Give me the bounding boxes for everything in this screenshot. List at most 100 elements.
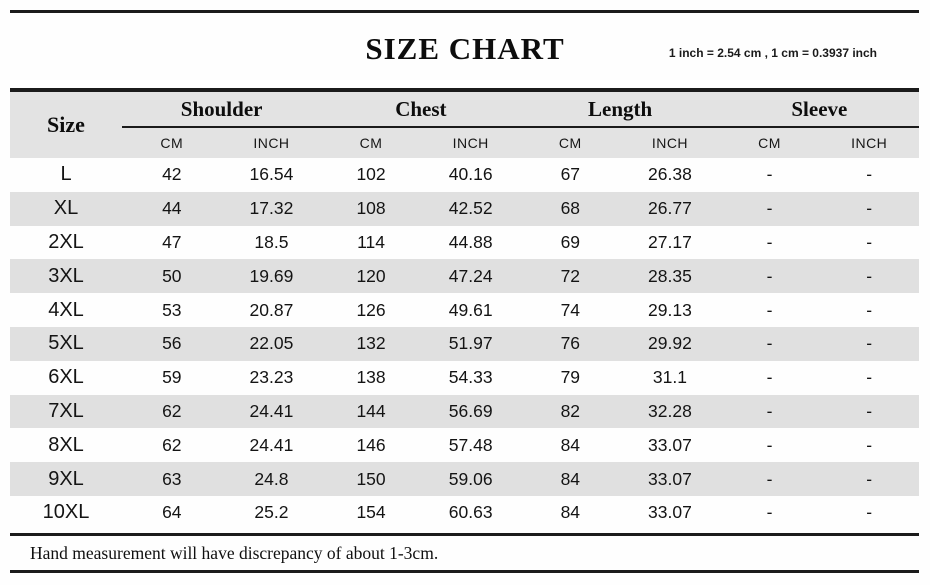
size-table: Size Shoulder Chest Length Sleeve CM INC… <box>10 88 919 530</box>
value-cell: 76 <box>520 326 621 361</box>
value-cell: 26.77 <box>620 191 720 226</box>
value-cell: - <box>819 394 919 429</box>
value-cell: 132 <box>321 326 421 361</box>
value-cell: 56.69 <box>420 394 521 429</box>
footnote-text: Hand measurement will have discrepancy o… <box>30 542 439 563</box>
table-row: 6XL 59 23.23 138 54.33 79 31.1 - - <box>10 361 919 395</box>
value-cell: - <box>766 231 773 252</box>
value-cell: 84 <box>560 502 581 523</box>
size-cell: 5XL <box>10 326 122 361</box>
value-cell: - <box>819 326 919 361</box>
unit-header-row: CM INCH CM INCH CM INCH CM INCH <box>10 127 919 158</box>
value-cell: 53 <box>162 299 182 320</box>
value-cell: 29.13 <box>648 299 692 320</box>
value-cell: 33.07 <box>648 502 692 523</box>
size-table-body: L 42 16.54 102 40.16 67 26.38- - XL 44 17.32 108 42.… <box>10 158 919 530</box>
value-cell: - <box>766 434 773 455</box>
unit-header-sleeve-cm: CM <box>719 127 820 158</box>
value-cell: 79 <box>560 367 581 388</box>
value-cell: 47 <box>162 231 182 252</box>
table-row: 3XL 50 19.69 120 47.24 72 28.35- - <box>10 259 919 294</box>
value-cell: - <box>866 502 873 523</box>
table-row: 9XL 63 24.8 150 59.06 84 33.07- - <box>10 462 919 496</box>
value-cell: 24.41 <box>249 434 294 455</box>
value-cell: - <box>819 462 919 496</box>
size-cell: 4XL <box>48 298 84 321</box>
value-cell: 82 <box>520 394 621 429</box>
size-cell: 10XL <box>42 501 90 524</box>
value-cell: 59 <box>162 367 182 388</box>
value-cell: 138 <box>356 367 386 388</box>
value-cell: 102 <box>356 164 386 185</box>
value-cell: - <box>766 502 773 523</box>
value-cell: 126 <box>356 299 386 320</box>
group-header-row: Size Shoulder Chest Length Sleeve <box>10 90 919 158</box>
top-divider <box>10 10 919 13</box>
value-cell: 67 <box>560 164 581 185</box>
value-cell: 72 <box>520 259 621 294</box>
value-cell: 120 <box>321 259 421 294</box>
table-row: XL 44 17.32 108 42.52 68 26.77- - <box>10 191 919 226</box>
value-cell: 60.63 <box>448 502 493 523</box>
value-cell: - <box>866 299 873 320</box>
table-row: 8XL 62 24.41 146 57.48 84 33.07 - - <box>10 428 919 462</box>
size-cell: L <box>60 163 72 186</box>
value-cell: 146 <box>356 434 386 455</box>
value-cell: 33.07 <box>648 434 692 455</box>
size-cell: 9XL <box>10 462 122 496</box>
size-cell: 2XL <box>48 230 84 253</box>
value-cell: - <box>766 367 773 388</box>
value-cell: 19.69 <box>221 259 322 294</box>
size-cell: 3XL <box>10 259 122 294</box>
value-cell: 40.16 <box>448 164 493 185</box>
value-cell: 32.28 <box>620 394 720 429</box>
value-cell: 42.52 <box>420 191 521 226</box>
table-row: 2XL 47 18.5 114 44.88 69 27.17 - - <box>10 226 919 260</box>
unit-header-length-cm: CM <box>520 127 621 158</box>
table-row: 7XL 62 24.41 144 56.69 82 32.28- - <box>10 394 919 429</box>
value-cell: - <box>866 434 873 455</box>
column-header-length: Length <box>520 90 720 128</box>
value-cell: 56 <box>122 326 222 361</box>
value-cell: 54.33 <box>448 367 493 388</box>
size-cell: 8XL <box>48 433 84 456</box>
value-cell: 23.23 <box>249 367 294 388</box>
unit-header-length-inch: INCH <box>620 127 720 158</box>
table-row: 4XL 53 20.87 126 49.61 74 29.13 - - <box>10 293 919 327</box>
size-table-head: Size Shoulder Chest Length Sleeve CM INC… <box>10 90 919 158</box>
size-cell: 6XL <box>48 366 84 389</box>
value-cell: 44 <box>122 191 222 226</box>
value-cell: 51.97 <box>420 326 521 361</box>
value-cell: 24.8 <box>221 462 322 496</box>
value-cell: 28.35 <box>620 259 720 294</box>
value-cell: 25.2 <box>254 502 289 523</box>
value-cell: - <box>866 164 873 185</box>
value-cell: 62 <box>122 394 222 429</box>
value-cell: 29.92 <box>620 326 720 361</box>
value-cell: - <box>766 164 773 185</box>
value-cell: 63 <box>122 462 222 496</box>
value-cell: 69 <box>560 231 581 252</box>
value-cell: 24.41 <box>221 394 322 429</box>
value-cell: 22.05 <box>221 326 322 361</box>
table-footnote: Hand measurement will have discrepancy o… <box>10 533 919 573</box>
value-cell: - <box>719 259 820 294</box>
table-row: L 42 16.54 102 40.16 67 26.38 - - <box>10 158 919 192</box>
value-cell: 44.88 <box>448 231 493 252</box>
value-cell: - <box>819 259 919 294</box>
unit-header-chest-inch: INCH <box>420 127 521 158</box>
value-cell: - <box>719 326 820 361</box>
column-header-chest: Chest <box>321 90 521 128</box>
value-cell: 17.32 <box>221 191 322 226</box>
value-cell: 26.38 <box>648 164 692 185</box>
value-cell: 20.87 <box>249 299 294 320</box>
value-cell: 68 <box>520 191 621 226</box>
value-cell: 42 <box>162 164 182 185</box>
unit-header-shoulder-cm: CM <box>122 127 222 158</box>
value-cell: 74 <box>560 299 581 320</box>
value-cell: 154 <box>356 502 386 523</box>
value-cell: - <box>719 191 820 226</box>
value-cell: - <box>866 367 873 388</box>
value-cell: - <box>719 462 820 496</box>
